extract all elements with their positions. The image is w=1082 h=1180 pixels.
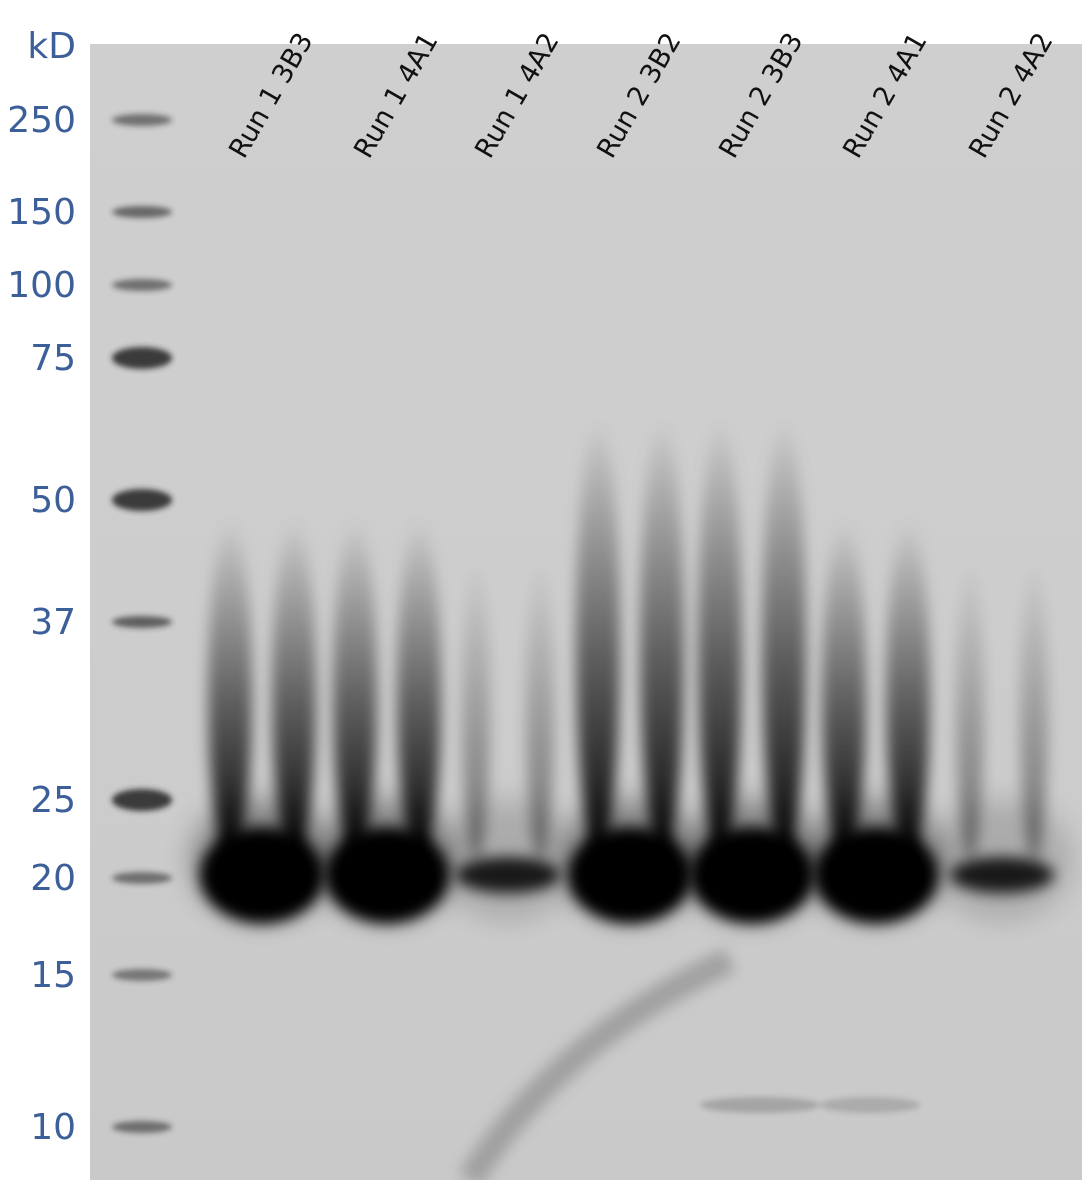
band-tail — [526, 560, 554, 860]
lane — [317, 520, 457, 923]
marker-label: 25 — [30, 780, 76, 821]
marker-label: 100 — [7, 265, 76, 306]
lane — [560, 420, 700, 923]
ladder — [112, 114, 172, 1133]
band-tail — [762, 420, 806, 860]
marker-label: 15 — [30, 955, 76, 996]
ladder-band — [112, 489, 172, 511]
band-tail — [208, 520, 252, 860]
band-tail — [576, 420, 620, 860]
ladder-band — [112, 347, 172, 369]
lane — [682, 420, 822, 923]
ladder-band — [112, 789, 172, 811]
band-tail — [462, 560, 490, 860]
marker-label: 50 — [30, 480, 76, 521]
ladder-band — [112, 114, 172, 126]
band-halo — [932, 800, 1072, 920]
band-tail — [397, 520, 441, 860]
band-halo — [317, 800, 457, 920]
marker-label: 250 — [7, 100, 76, 141]
band-tail — [698, 420, 742, 860]
ladder-band — [112, 279, 172, 291]
marker-label: 75 — [30, 338, 76, 379]
lane — [806, 520, 946, 923]
band-tail — [640, 420, 684, 860]
samples — [192, 420, 1072, 1113]
band-halo — [682, 800, 822, 920]
ladder-band — [112, 1121, 172, 1133]
marker-label: 37 — [30, 602, 76, 643]
band-tail — [886, 520, 930, 860]
band-tail — [333, 520, 377, 860]
smear — [458, 948, 736, 1180]
lane — [932, 560, 1072, 920]
band-tail — [1020, 560, 1048, 860]
band-tail — [822, 520, 866, 860]
band-halo — [560, 800, 700, 920]
faint-band — [700, 1097, 820, 1113]
band-halo — [438, 800, 578, 920]
unit-label: kD — [27, 26, 76, 67]
ladder-band — [112, 872, 172, 884]
lane — [192, 520, 332, 923]
ladder-band — [112, 969, 172, 981]
ladder-band — [112, 206, 172, 218]
ladder-band — [112, 616, 172, 628]
faint-band — [820, 1097, 920, 1113]
lane — [438, 560, 578, 920]
band-tail — [272, 520, 316, 860]
band-halo — [192, 800, 332, 920]
marker-label: 150 — [7, 192, 76, 233]
marker-label: 10 — [30, 1107, 76, 1148]
band-halo — [806, 800, 946, 920]
band-tail — [956, 560, 984, 860]
marker-label: 20 — [30, 858, 76, 899]
